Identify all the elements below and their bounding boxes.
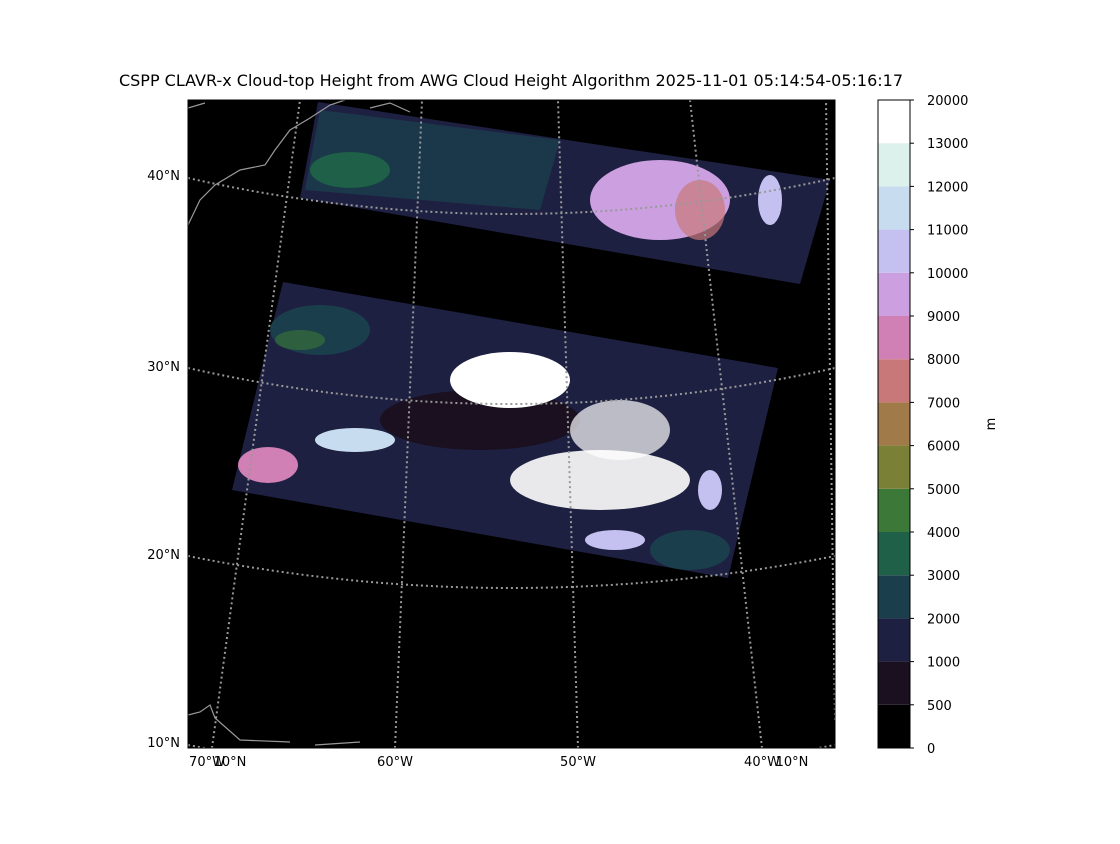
colorbar-segment [878,229,910,273]
colorbar-tick-label: 500 [927,699,952,714]
colorbar-segment [878,359,910,403]
colorbar-segment [878,532,910,576]
colorbar-tick-label: 13000 [927,137,968,152]
lon-label: 10°N [214,755,247,770]
lon-label: 50°W [560,755,596,770]
colorbar-tick-label: 3000 [927,569,960,584]
cloud-patch [570,400,670,460]
colorbar-segment [878,618,910,662]
colorbar-segment [878,661,910,705]
colorbar-segment [878,100,910,144]
graticule [689,100,763,748]
colorbar-tick-label: 0 [927,742,935,757]
map [188,100,835,748]
graticule [825,100,835,721]
colorbar-label: m [984,418,999,431]
lon-label: 70°W [189,755,225,770]
lon-label: 10°N [776,755,809,770]
cloud-patch [238,447,298,483]
coastline [188,704,361,746]
colorbar-tick-label: 4000 [927,526,960,541]
cloud-patch [315,428,395,452]
colorbar-segment [878,445,910,489]
cloud-patch [275,330,325,350]
colorbar-segment [878,143,910,187]
cloud-patch [310,152,390,188]
lat-label: 10°N [147,736,180,751]
cloud-patch [758,175,782,225]
graticule [188,744,835,748]
cloud-patch [510,450,690,510]
lat-label: 20°N [147,548,180,563]
cloud-patch [675,180,725,240]
colorbar-tick-label: 12000 [927,180,968,195]
colorbar-segment [878,186,910,230]
map-frame [187,99,836,749]
cloud-patch [698,470,722,510]
colorbar-tick-label: 5000 [927,483,960,498]
colorbar-frame [877,99,911,749]
lat-label: 40°N [147,169,180,184]
cloud-patch [650,530,730,570]
coastline [188,100,411,226]
colorbar-tick-label: 2000 [927,612,960,627]
colorbar-tick-label: 10000 [927,267,968,282]
graticule [394,100,423,748]
colorbar-tick-label: 7000 [927,396,960,411]
colorbar-tick-label: 6000 [927,440,960,455]
colorbar-segment [878,704,910,748]
graticule [188,367,835,405]
graticule [188,177,835,215]
graticule [557,100,579,748]
lat-label: 30°N [147,360,180,375]
title: CSPP CLAVR-x Cloud-top Height from AWG C… [119,71,903,90]
graticule [211,100,301,748]
colorbar-segment [878,488,910,532]
colorbar-tick-label: 1000 [927,656,960,671]
colorbar-tick-label: 20000 [927,94,968,109]
colorbar-tick-label: 11000 [927,224,968,239]
colorbar-segment [878,272,910,316]
lon-label: 60°W [377,755,413,770]
cloud-patch [450,352,570,408]
colorbar-segment [878,402,910,446]
colorbar-tick-label: 9000 [927,310,960,325]
colorbar-tick-label: 8000 [927,353,960,368]
colorbar-segment [878,575,910,619]
lon-label: 40°W [744,755,780,770]
colorbar: 0 500 1000 2000 3000 4000 5000 6000 7000 8000 9000… [877,94,968,757]
cloud-patch [585,530,645,550]
colorbar-segment [878,316,910,360]
